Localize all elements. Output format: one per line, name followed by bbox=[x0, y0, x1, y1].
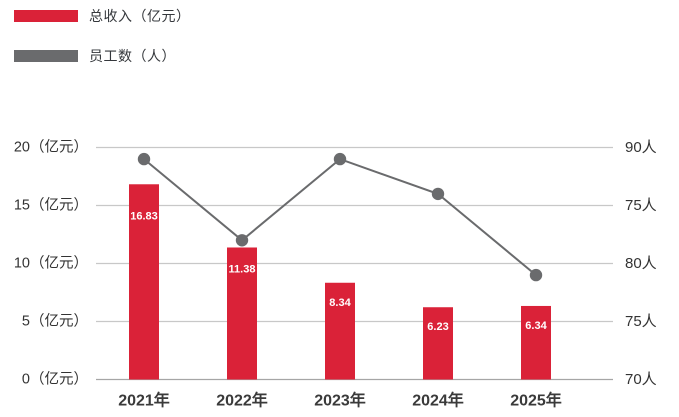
revenue-bar[interactable] bbox=[325, 282, 355, 380]
legend-item-employees[interactable]: 员工数（人） bbox=[14, 48, 191, 64]
right-axis-tick-label: 80人 bbox=[625, 255, 657, 272]
employees-line bbox=[143, 157, 537, 276]
left-axis-tick-label: 5（亿元） bbox=[22, 313, 88, 330]
employees-point[interactable] bbox=[529, 268, 543, 282]
left-axis-tick-label: 0（亿元） bbox=[22, 371, 88, 388]
bar-value-label: 8.34 bbox=[329, 297, 351, 309]
right-axis-tick-label: 70人 bbox=[625, 371, 657, 388]
left-axis-tick-label: 10（亿元） bbox=[14, 255, 88, 272]
right-axis-tick-label: 75人 bbox=[625, 197, 657, 214]
revenue-bar[interactable] bbox=[227, 247, 257, 380]
revenue-bar[interactable] bbox=[521, 305, 551, 380]
right-axis-tick-label: 90人 bbox=[625, 139, 657, 156]
legend-label-employees: 员工数（人） bbox=[89, 48, 176, 64]
employees-point[interactable] bbox=[333, 152, 347, 166]
right-axis-tick-label: 75人 bbox=[625, 313, 657, 330]
employees-point[interactable] bbox=[431, 187, 445, 201]
revenue-bar[interactable] bbox=[423, 307, 453, 380]
x-axis-year-label: 2021年 bbox=[118, 391, 170, 410]
employees-point[interactable] bbox=[137, 152, 151, 166]
legend-label-revenue: 总收入（亿元） bbox=[89, 8, 191, 24]
bar-value-label: 6.34 bbox=[525, 320, 547, 332]
employees-swatch bbox=[14, 50, 78, 62]
bar-value-label: 16.83 bbox=[130, 210, 158, 222]
legend-item-revenue[interactable]: 总收入（亿元） bbox=[14, 8, 191, 24]
x-axis-year-label: 2025年 bbox=[510, 391, 562, 410]
x-axis-year-label: 2022年 bbox=[216, 391, 268, 410]
x-axis-year-label: 2023年 bbox=[314, 391, 366, 410]
left-axis-tick-label: 15（亿元） bbox=[14, 197, 88, 214]
chart-legend: 总收入（亿元） 员工数（人） bbox=[14, 8, 191, 90]
employees-point[interactable] bbox=[235, 234, 249, 247]
revenue-swatch bbox=[14, 10, 78, 22]
x-axis-year-label: 2024年 bbox=[412, 391, 464, 410]
bar-value-label: 11.38 bbox=[229, 263, 256, 275]
bar-value-label: 6.23 bbox=[427, 321, 448, 333]
left-axis-tick-label: 20（亿元） bbox=[14, 139, 88, 156]
revenue-bar[interactable] bbox=[129, 184, 159, 380]
